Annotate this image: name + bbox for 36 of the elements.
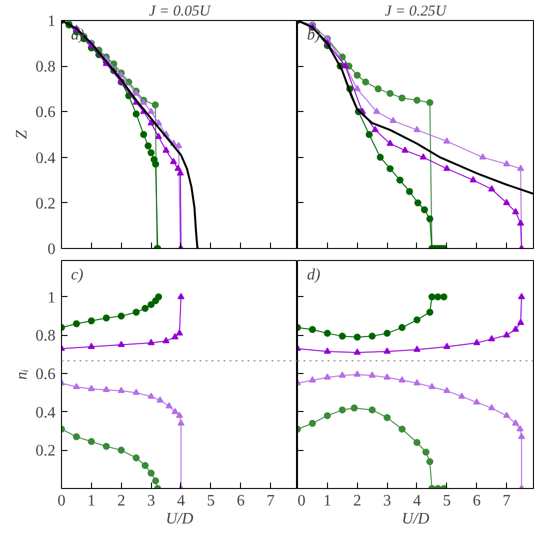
y-tick-label: 0.2: [36, 442, 56, 460]
annotation: b): [306, 26, 320, 44]
y-tick-label: 0.8: [36, 328, 56, 345]
x-tick-label: 6: [236, 492, 245, 510]
x-tick-label: 4: [176, 492, 185, 510]
x-tick-label: 5: [442, 492, 451, 510]
y-tick-label: 0.6: [36, 366, 56, 384]
x-tick-label: 1: [323, 492, 332, 510]
x-tick-label: 6: [472, 492, 481, 510]
y-tick-label: 0.6: [36, 104, 56, 122]
y-axis-title: nᵢ: [14, 369, 30, 380]
y-axis-title: Z: [14, 128, 30, 139]
y-tick-label: 1: [48, 289, 56, 306]
x-tick-label: 2: [353, 492, 362, 510]
y-tick-label: 0: [48, 241, 56, 258]
chart-title: J = 0.05U: [148, 4, 212, 20]
annotation: d): [306, 266, 320, 284]
y-tick-label: 0.4: [36, 404, 56, 422]
y-tick-label: 0.8: [36, 58, 56, 76]
x-tick-label: 0: [298, 492, 306, 510]
y-tick-label: 0.4: [36, 150, 56, 167]
x-axis-title: U/D: [166, 510, 194, 528]
x-tick-label: 2: [117, 492, 126, 510]
y-tick-label: 0.2: [36, 195, 56, 212]
x-tick-label: 7: [502, 492, 511, 510]
x-axis-title: U/D: [402, 510, 430, 528]
x-tick-label: 1: [87, 492, 96, 510]
x-tick-label: 7: [266, 492, 275, 510]
annotation: a): [70, 26, 84, 44]
x-tick-label: 5: [206, 492, 215, 510]
x-tick-label: 4: [412, 492, 421, 510]
x-tick-label: 3: [383, 492, 392, 510]
x-tick-label: 3: [147, 492, 156, 510]
y-tick-label: 1: [48, 13, 56, 30]
annotation: c): [70, 266, 84, 284]
chart-title: J = 0.25U: [384, 4, 448, 20]
